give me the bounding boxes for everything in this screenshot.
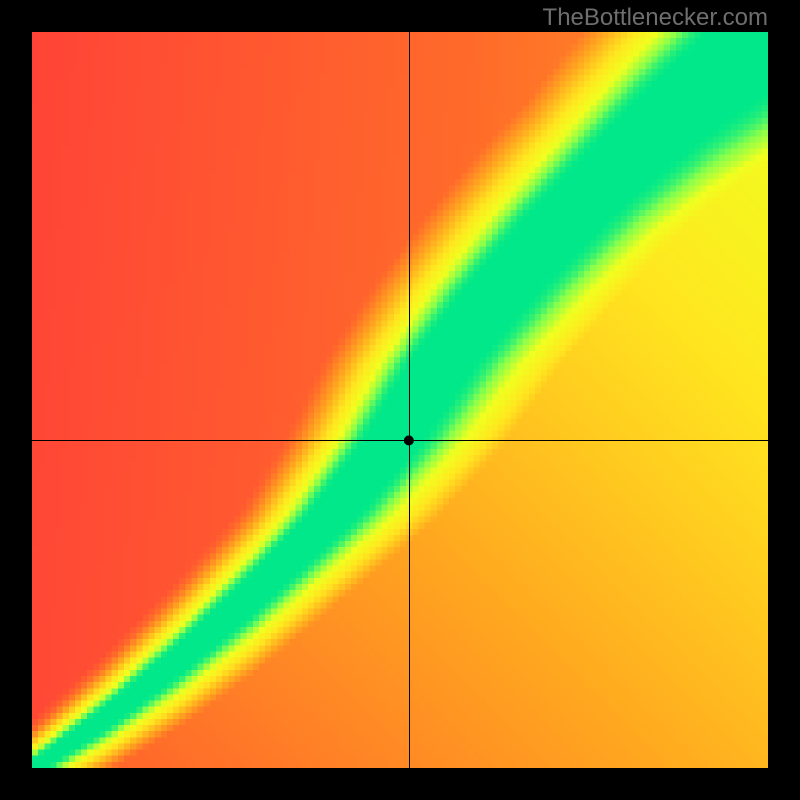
chart-frame: TheBottlenecker.com [0, 0, 800, 800]
plot-area [32, 32, 768, 768]
crosshair-overlay [32, 32, 768, 768]
watermark-text: TheBottlenecker.com [543, 4, 768, 32]
